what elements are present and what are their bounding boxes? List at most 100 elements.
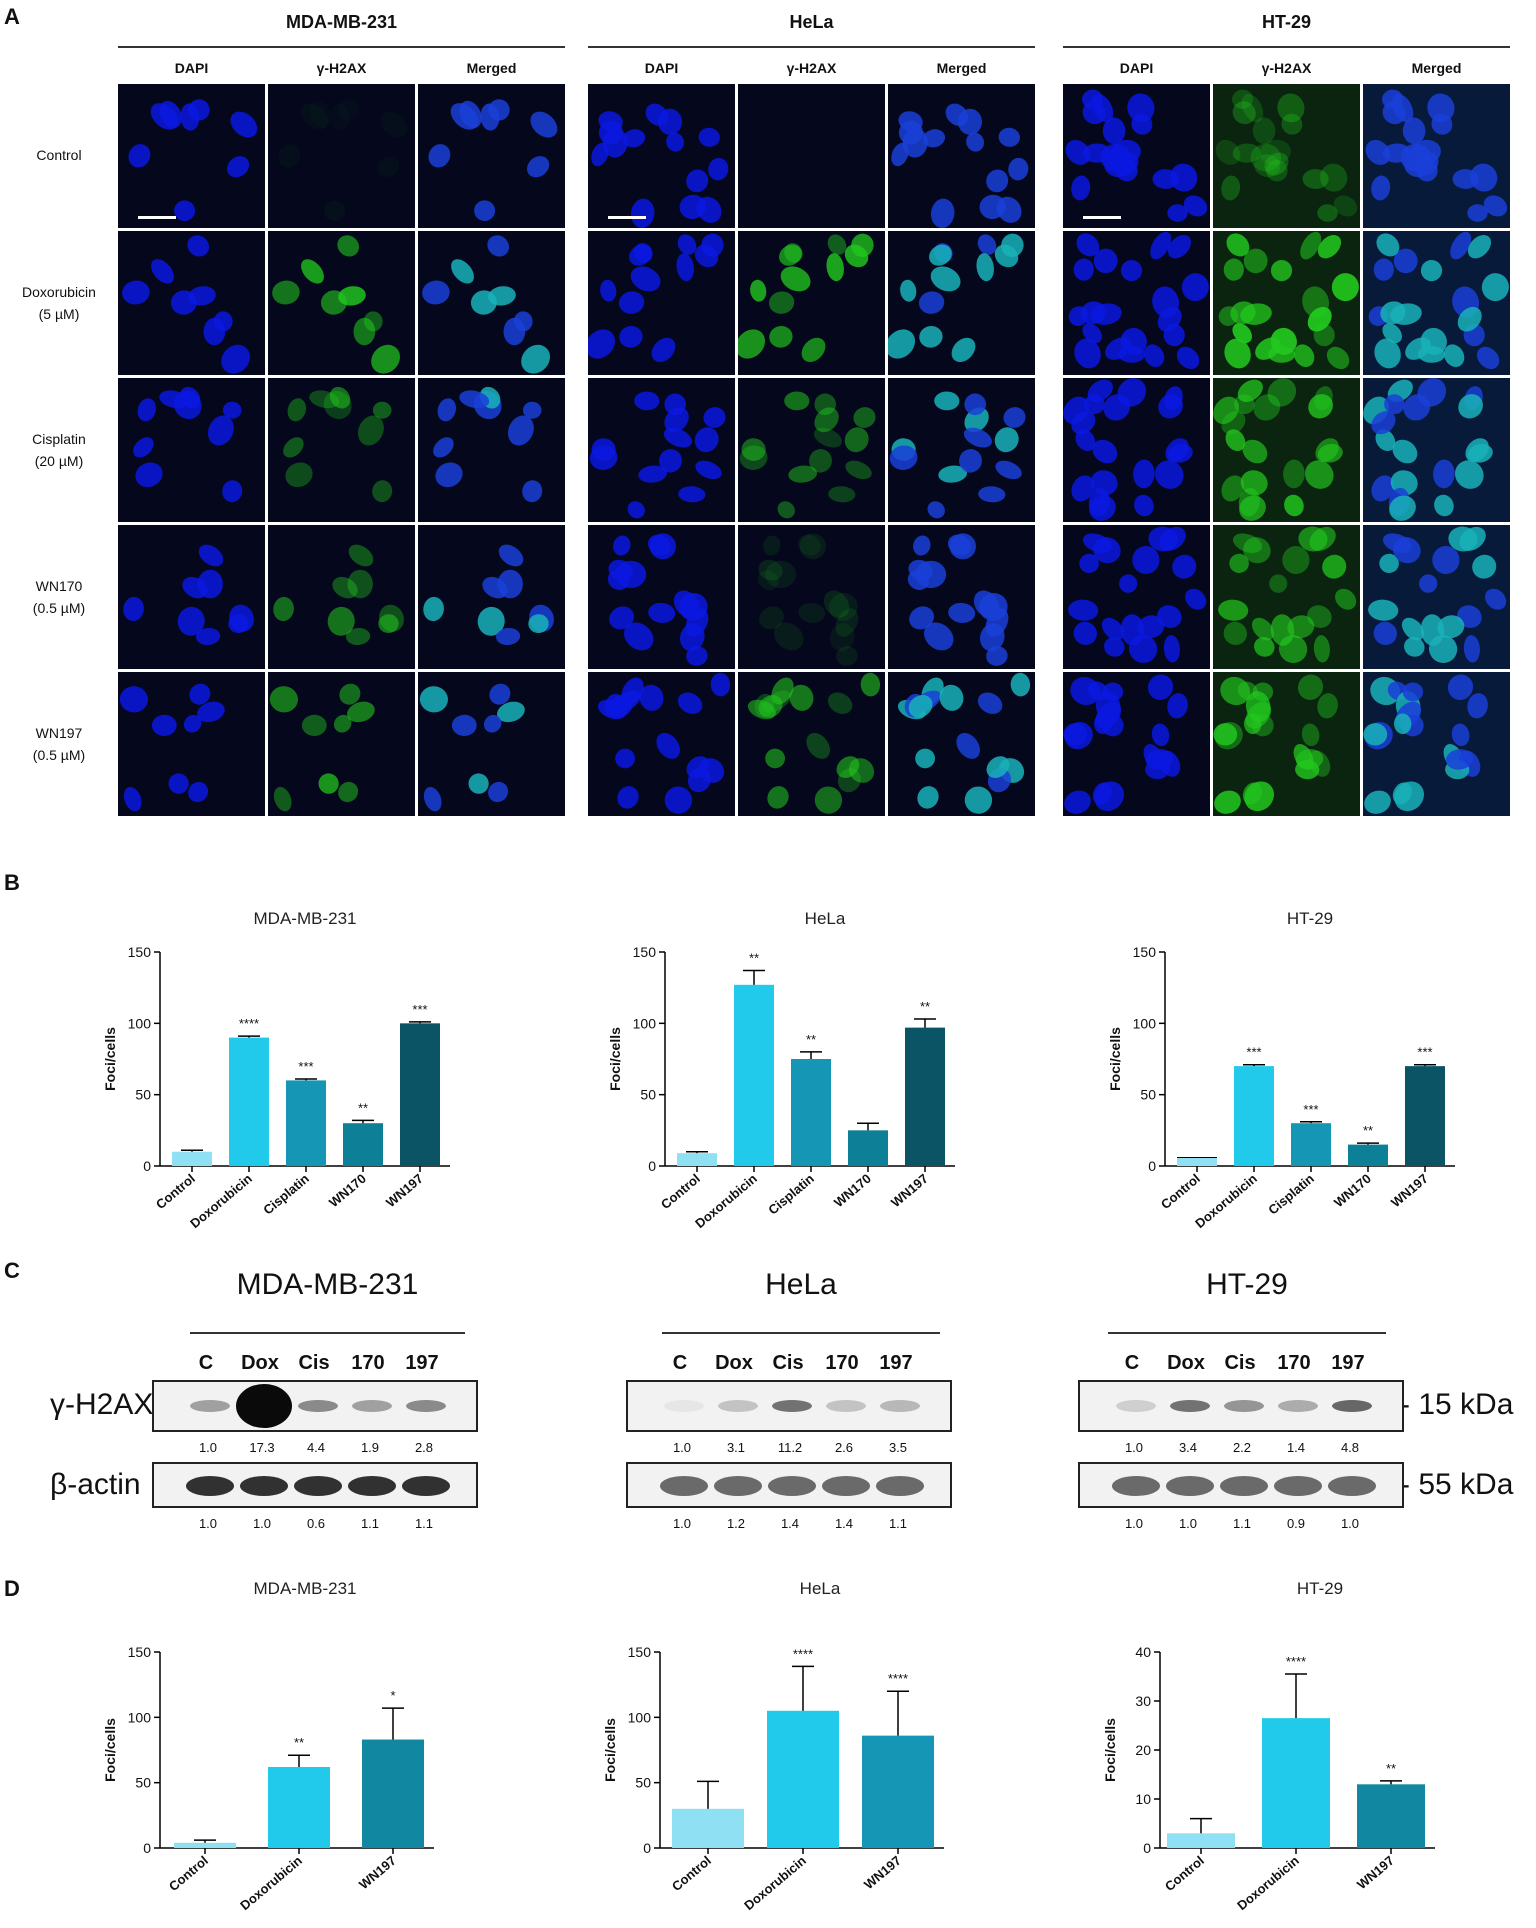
y-tick-label: 20: [1135, 1742, 1151, 1758]
bar: [767, 1710, 839, 1848]
blot-actin: [152, 1462, 478, 1508]
quantification-actin: 1.0: [1124, 1516, 1144, 1531]
title-rule: [1063, 46, 1510, 48]
quantification-actin: 1.0: [1340, 1516, 1360, 1531]
band: [1332, 1400, 1372, 1412]
micrograph-h2ax: [738, 84, 885, 228]
band: [352, 1400, 392, 1412]
band: [1220, 1476, 1268, 1496]
band: [1274, 1476, 1322, 1496]
band: [294, 1476, 342, 1496]
y-axis-label: Foci/cells: [607, 1027, 623, 1091]
micrograph-merged: [418, 84, 565, 228]
title-rule: [118, 46, 565, 48]
column-header: γ-H2AX: [786, 60, 837, 76]
protein-label-h2ax: γ-H2AX: [50, 1388, 154, 1421]
bar: [343, 1123, 383, 1166]
significance-label: ***: [298, 1059, 313, 1074]
band: [880, 1400, 920, 1412]
blot-title-rule: [662, 1332, 940, 1334]
x-tick-label: Control: [669, 1853, 714, 1894]
micrograph-merged: [888, 525, 1035, 669]
row-label: Doxorubicin (5 µM): [0, 281, 118, 325]
x-tick-label: Control: [166, 1853, 211, 1894]
micrograph-dapi: [1063, 84, 1210, 228]
x-tick-label: WN170: [831, 1171, 874, 1210]
quantification-actin: 1.4: [834, 1516, 854, 1531]
quantification-actin: 0.6: [306, 1516, 326, 1531]
significance-label: **: [806, 1032, 816, 1047]
column-header: DAPI: [174, 60, 209, 76]
band: [714, 1476, 762, 1496]
row-label-line1: Control: [36, 147, 82, 163]
band: [822, 1476, 870, 1496]
bar: [848, 1130, 888, 1166]
x-tick-label: Cisplatin: [260, 1171, 312, 1218]
micrograph-dapi: [588, 231, 735, 375]
quantification-actin: 1.1: [360, 1516, 380, 1531]
quantification-actin: 1.1: [1232, 1516, 1252, 1531]
quantification-h2ax: 1.9: [360, 1440, 380, 1455]
column-header: DAPI: [1119, 60, 1154, 76]
y-tick-label: 100: [1133, 1015, 1157, 1031]
quantification-h2ax: 4.8: [1340, 1440, 1360, 1455]
cell-line-title: HeLa: [789, 12, 834, 32]
column-header: Merged: [936, 60, 987, 76]
micrograph-dapi: [588, 672, 735, 816]
blot-title-rule: [1108, 1332, 1386, 1334]
y-tick-label: 40: [1135, 1644, 1151, 1660]
significance-label: **: [358, 1100, 368, 1115]
micrograph-h2ax: [268, 231, 415, 375]
quantification-actin: 1.4: [780, 1516, 800, 1531]
y-tick-label: 50: [135, 1775, 151, 1791]
y-tick-label: 150: [633, 944, 657, 960]
blot-h2ax: [626, 1380, 952, 1432]
quantification-h2ax: 3.4: [1178, 1440, 1198, 1455]
bar: [229, 1037, 269, 1166]
band: [1112, 1476, 1160, 1496]
band: [1166, 1476, 1214, 1496]
micrograph-merged: [418, 231, 565, 375]
row-label: WN197 (0.5 µM): [0, 722, 118, 766]
micrograph-dapi: [1063, 525, 1210, 669]
x-tick-label: Doxorubicin: [1192, 1171, 1260, 1231]
x-tick-label: WN197: [1354, 1853, 1397, 1892]
y-tick-label: 30: [1135, 1693, 1151, 1709]
row-label-line2: (20 µM): [34, 453, 84, 469]
micrograph-h2ax: [268, 672, 415, 816]
micrograph-dapi: [1063, 231, 1210, 375]
blot-title: MDA-MB-231: [236, 1268, 419, 1301]
bar: [734, 984, 774, 1166]
cell-line-title: MDA-MB-231: [285, 12, 397, 32]
y-tick-label: 0: [643, 1840, 651, 1856]
micrograph-h2ax: [1213, 525, 1360, 669]
y-axis-label: Foci/cells: [102, 1718, 118, 1782]
bar: [862, 1735, 934, 1848]
chart-b-ht-29: HT-29 0 50 100 150 Foci/cells Control *** Doxoru…: [1107, 909, 1455, 1231]
lane-label: C: [1124, 1352, 1140, 1374]
bar: [1348, 1144, 1388, 1166]
blot-actin: [1078, 1462, 1404, 1508]
quantification-actin: 1.1: [888, 1516, 908, 1531]
micrograph-h2ax: [268, 525, 415, 669]
significance-label: **: [749, 951, 759, 966]
blot-h2ax: [152, 1380, 478, 1432]
band: [826, 1400, 866, 1412]
lane-label: Dox: [241, 1352, 279, 1374]
quantification-actin: 1.0: [252, 1516, 272, 1531]
significance-label: **: [920, 999, 930, 1014]
row-label-line1: Doxorubicin: [22, 284, 96, 300]
blot-title: HT-29: [1206, 1268, 1288, 1301]
row-label-line1: WN197: [35, 725, 83, 741]
micrograph-h2ax: [1213, 672, 1360, 816]
bar: [672, 1808, 744, 1848]
lane-label: Dox: [1167, 1352, 1205, 1374]
x-tick-label: WN197: [861, 1853, 904, 1892]
quantification-actin: 1.0: [1178, 1516, 1198, 1531]
lane-label: Cis: [298, 1352, 330, 1374]
significance-label: ****: [1286, 1654, 1306, 1669]
y-tick-label: 0: [143, 1158, 151, 1174]
bar: [400, 1023, 440, 1166]
row-label: WN170 (0.5 µM): [0, 575, 118, 619]
y-tick-label: 100: [628, 1709, 652, 1725]
